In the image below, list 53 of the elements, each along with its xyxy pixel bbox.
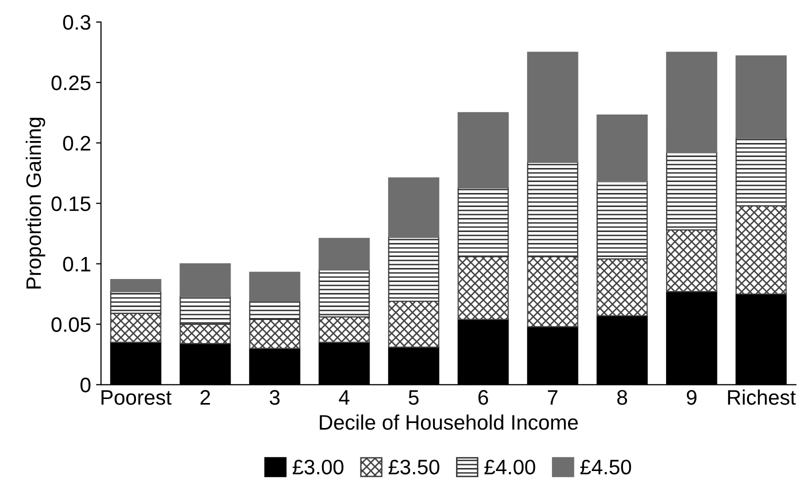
bar xyxy=(527,256,578,328)
bar xyxy=(458,256,509,320)
bar xyxy=(110,291,162,314)
y-tick-label: 0.15 xyxy=(52,196,90,212)
bar xyxy=(249,300,300,320)
y-tick-label: 0 xyxy=(80,378,90,392)
bar xyxy=(458,112,509,188)
legend-label: £3.00 xyxy=(292,460,344,474)
bar xyxy=(388,236,440,302)
bar xyxy=(596,181,648,260)
bar xyxy=(736,138,787,206)
legend-label: £4.00 xyxy=(484,460,536,474)
x-tick-label: 3 xyxy=(270,390,280,405)
x-tick-label: 7 xyxy=(548,390,558,405)
bar xyxy=(388,300,440,348)
bar xyxy=(318,316,370,343)
y-tick-label: 0.3 xyxy=(63,15,90,30)
bar xyxy=(110,312,162,343)
bar xyxy=(180,296,231,325)
x-tick-label: Poorest xyxy=(102,390,172,405)
x-tick-label: 5 xyxy=(408,390,419,405)
bar xyxy=(666,152,718,230)
y-tick-label: 0.1 xyxy=(63,256,90,272)
bar xyxy=(388,177,440,238)
bar xyxy=(596,114,648,182)
bar xyxy=(666,229,718,292)
x-tick-label: 4 xyxy=(338,390,350,405)
legend-label: £3.50 xyxy=(388,460,440,474)
bar xyxy=(736,205,787,295)
x-tick-label: Richest xyxy=(728,390,796,405)
bar xyxy=(458,187,509,258)
x-axis-title: Decile of Household Income xyxy=(320,414,578,430)
bar xyxy=(666,52,718,154)
x-tick-label: 8 xyxy=(617,390,628,405)
bar xyxy=(180,324,231,344)
bar xyxy=(180,263,231,297)
y-tick-label: 0.2 xyxy=(63,136,90,151)
y-tick-label: 0.05 xyxy=(52,317,90,332)
y-tick-label: 0.25 xyxy=(52,75,90,90)
legend-label: £4.50 xyxy=(580,460,632,474)
bar xyxy=(110,278,162,292)
bar xyxy=(527,162,578,258)
bar xyxy=(249,318,300,349)
x-tick-label: 2 xyxy=(200,390,210,405)
bar xyxy=(596,258,648,316)
bar xyxy=(318,269,370,318)
x-tick-label: 6 xyxy=(478,390,488,405)
bar xyxy=(249,272,300,302)
bar xyxy=(318,238,370,270)
bar xyxy=(736,55,787,139)
y-axis-title: Proportion Gaining xyxy=(26,118,46,288)
bar xyxy=(527,52,578,163)
x-tick-label: 9 xyxy=(686,390,696,405)
